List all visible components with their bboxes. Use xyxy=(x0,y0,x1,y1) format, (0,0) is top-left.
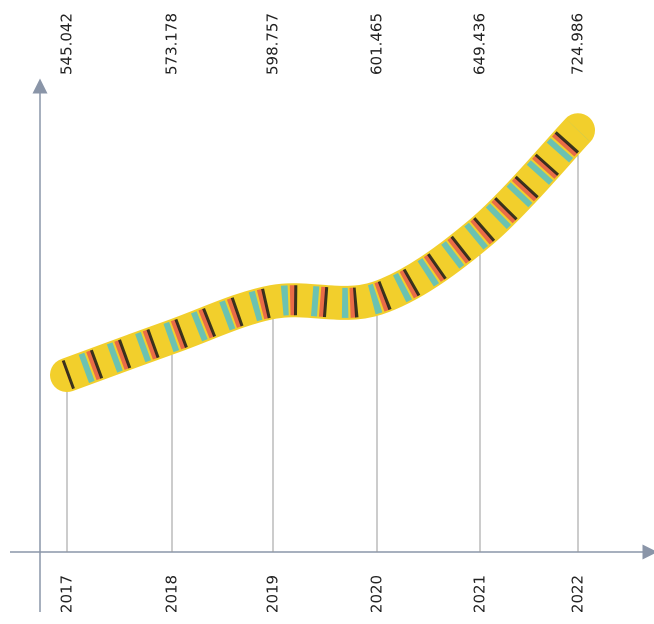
chart: 545.042 2017 573.178 2018 598.757 2019 601.465… xyxy=(0,0,654,624)
value-label: 573.178 xyxy=(163,13,181,75)
page: 545.042 2017 573.178 2018 598.757 2019 601.465… xyxy=(0,0,654,624)
value-label: 601.465 xyxy=(368,13,386,75)
x-tick-label: 2020 xyxy=(368,575,386,613)
value-label: 724.986 xyxy=(569,13,587,75)
x-tick-label: 2018 xyxy=(163,575,181,613)
value-label: 545.042 xyxy=(58,13,76,75)
value-label: 649.436 xyxy=(471,13,489,75)
x-tick-label: 2021 xyxy=(471,575,489,613)
rope xyxy=(67,130,578,375)
x-tick-label: 2017 xyxy=(58,575,76,613)
x-tick-label: 2022 xyxy=(569,575,587,613)
x-tick-label: 2019 xyxy=(264,575,282,613)
value-label: 598.757 xyxy=(264,13,282,75)
